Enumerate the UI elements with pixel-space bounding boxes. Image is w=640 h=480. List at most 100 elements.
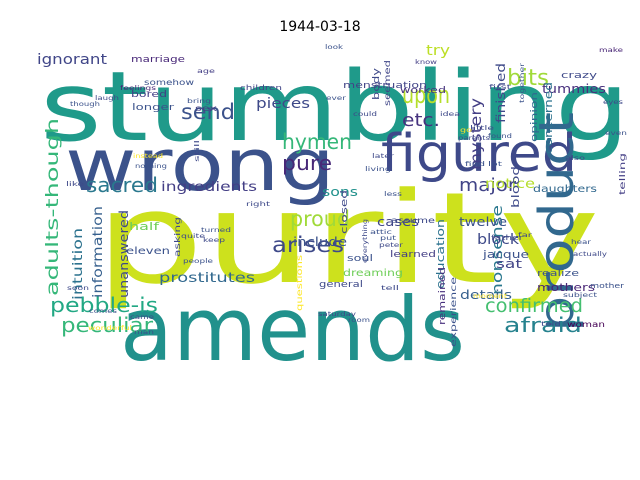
word-later: later [372,153,395,160]
word-actually: actually [573,251,608,258]
word-assume: assume [391,216,435,225]
word-man: man [134,329,154,336]
word-quite: quite [181,233,205,240]
word-intuition: intuition [71,228,86,300]
word-came: came [130,314,154,321]
word-stumbling: stumbling [40,51,630,163]
word-eleven: eleven [126,246,170,257]
word-woman: woman [567,320,605,329]
word-wonderful: wonderful [88,325,132,332]
word-etc: etc. [402,110,440,131]
word-wrong: wrong [65,123,335,207]
word-peter: peter [379,242,404,249]
word-finished: finished [494,63,508,123]
word-sex: sex [195,104,217,113]
word-longer: longer [132,103,174,113]
word-found: found [488,133,512,140]
word-comes: comes [89,308,117,315]
word-attic: attic [370,229,392,236]
word-ingredients: ingredients [161,180,257,195]
word-blood: blood [509,166,522,208]
word-peculiar: peculiar [61,313,154,337]
word-living: living [365,166,391,173]
word-menstruation: menstruation [343,81,427,91]
word-sacred: sacred [86,173,158,197]
word-major: major [459,175,517,196]
word-ignorant: ignorant [37,52,108,68]
word-learned: learned [390,250,436,260]
word-look: look [325,44,344,51]
word-marriage: marriage [131,55,186,65]
word-information: information [91,206,106,298]
word-laugh: laugh [95,95,119,102]
word-realize: realize [537,269,580,279]
word-mystery: mystery [467,98,485,170]
word-purity: purity [95,165,600,312]
word-hear: hear [571,239,592,246]
word-body: body [372,67,382,100]
word-pebble-is: pebble-is [50,293,158,317]
word-soon: soon [67,285,89,292]
word-confirmed: confirmed [485,295,583,317]
word-crazy: crazy [561,71,598,81]
word-half: half [129,220,161,233]
word-parents: parents [458,135,490,142]
word-still: still [194,139,201,162]
word-afraid: afraid [504,313,582,337]
word-everything: everything [362,219,369,263]
word-age: age [197,68,215,75]
word-hymen: hymen [282,130,352,154]
word-instead: instead [133,153,163,160]
word-notice: notice [485,177,535,192]
word-also: also [565,155,586,162]
word-include: include [293,235,347,249]
word-nonsense: nonsense [490,205,506,295]
word-proud: proud [290,207,350,231]
chart-title: 1944-03-18 [279,19,361,35]
word-tummies: tummies [542,82,606,96]
word-like: like [66,181,85,188]
word-bring: bring [187,98,211,105]
word-closed: closed [340,190,350,234]
word-somehow: somehow [144,78,195,87]
word-soul: soul [347,254,373,264]
word-unanswered: unanswered [117,210,131,298]
word-turned: turned [201,227,231,234]
word-prostitutes: prostitutes [159,271,255,286]
word-send: send [181,100,235,124]
word-figured: figured [381,124,577,184]
word-upon: upon [402,81,450,109]
word-go: go [460,127,473,134]
word-children: children [240,84,282,92]
word-sons: sons [322,185,358,199]
word-amends: amends [120,278,465,381]
word-lot: lot [488,161,503,168]
word-remained: remained [438,267,448,325]
word-cases: cases [377,215,419,229]
word-though: though [70,101,100,108]
word-arises: arises [272,233,344,257]
word-little: little [470,125,495,132]
word-mothers: mothers [537,281,595,294]
word-far: far [518,232,533,239]
word-bits: bits [507,66,549,91]
word-experience: experience [449,277,458,347]
word-make: make [599,47,623,54]
word-pure: pure [282,151,332,175]
word-right: right [246,201,271,208]
word-father: father [491,234,523,242]
word-ever: ever [326,95,347,102]
word-nothing: nothing [135,163,167,170]
word-jacque: jacque [482,248,530,261]
word-people: people [183,258,213,265]
word-questions: questions [295,255,304,311]
word-general: general [319,280,363,290]
word-seemed: seemed [383,60,392,106]
word-idea: idea [440,111,461,118]
word-first: first [489,84,512,91]
word-concerned: concerned [542,82,555,154]
word-subject: subject [563,292,598,299]
word-find: find [465,161,485,168]
